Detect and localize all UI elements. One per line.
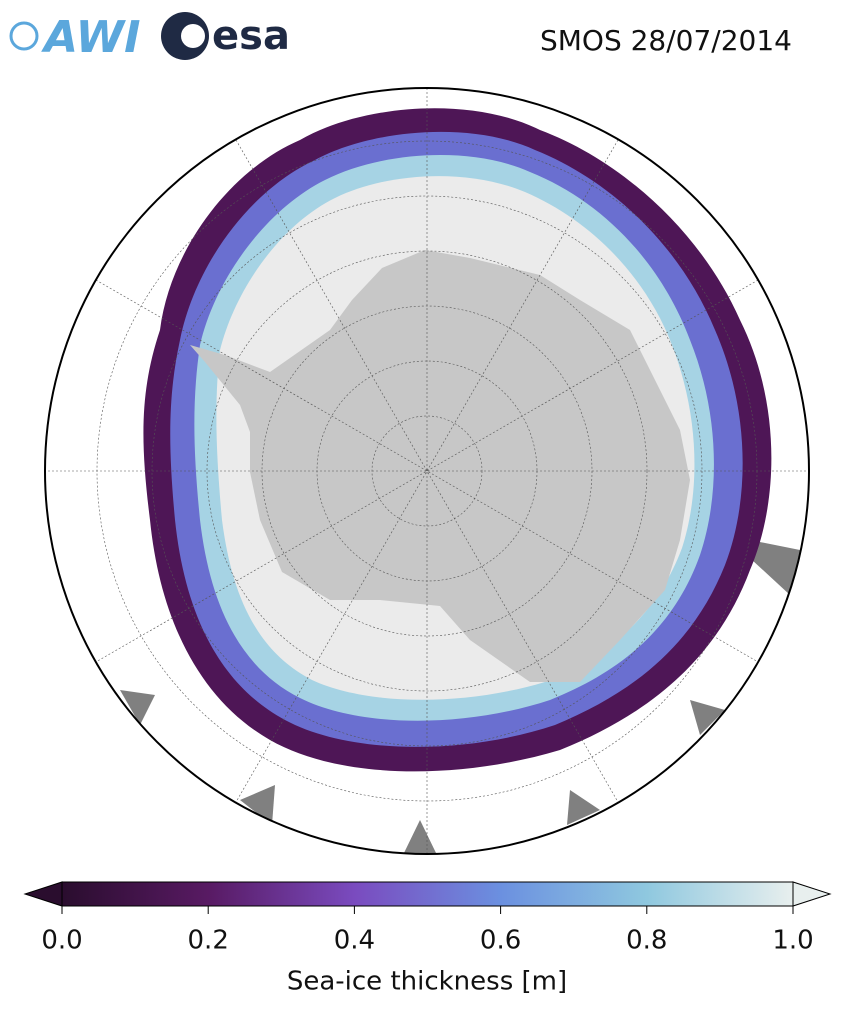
tick-label: 0.6 (480, 926, 521, 956)
tick-label: 0.2 (188, 926, 229, 956)
tick-label: 0.4 (334, 926, 375, 956)
logo-text: esa (212, 13, 290, 59)
map-frame (44, 87, 810, 855)
map (45, 88, 809, 854)
colorbar-fill (61, 881, 794, 907)
tick-label: 0.0 (41, 926, 82, 956)
tick-label: 0.8 (626, 926, 667, 956)
awi-logo: AWI (9, 12, 141, 63)
colorbar: 0.0 0.2 0.4 0.6 0.8 1.0 (23, 881, 832, 956)
title: SMOS 28/07/2014 (540, 24, 792, 57)
graticule (45, 88, 809, 854)
extend-high (792, 881, 832, 907)
logo-text: AWI (41, 12, 141, 63)
esa-logo: esa (161, 12, 290, 60)
colorbar-label: Sea-ice thickness [m] (287, 967, 567, 997)
tick-label: 1.0 (772, 926, 813, 956)
extend-low (23, 881, 63, 907)
